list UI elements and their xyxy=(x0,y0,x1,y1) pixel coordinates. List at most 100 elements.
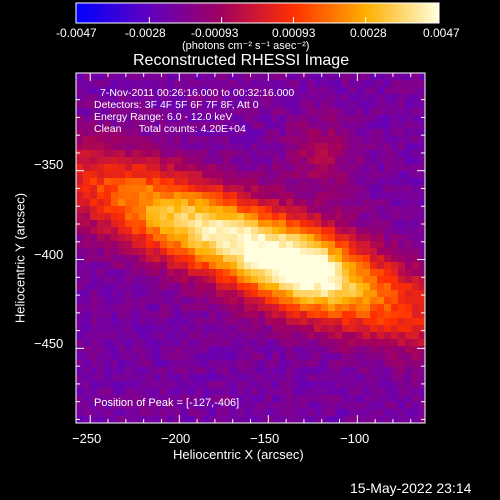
heatmap-cell xyxy=(370,115,378,123)
heatmap-cell xyxy=(111,367,119,375)
heatmap-cell xyxy=(188,150,196,158)
heatmap-cell xyxy=(335,164,343,172)
heatmap-cell xyxy=(132,157,140,165)
heatmap-cell xyxy=(216,353,224,361)
heatmap-cell xyxy=(328,241,336,249)
heatmap-cell xyxy=(90,94,98,102)
heatmap-cell xyxy=(286,346,294,354)
heatmap-cell xyxy=(90,227,98,235)
heatmap-cell xyxy=(272,143,280,151)
heatmap-cell xyxy=(90,185,98,193)
heatmap-cell xyxy=(384,248,392,256)
heatmap-cell xyxy=(363,213,371,221)
heatmap-cell xyxy=(111,87,119,95)
heatmap-cell xyxy=(279,388,287,396)
heatmap-cell xyxy=(272,402,280,410)
heatmap-cell xyxy=(118,248,126,256)
heatmap-cell xyxy=(244,157,252,165)
heatmap-cell xyxy=(363,409,371,417)
heatmap-cell xyxy=(384,178,392,186)
heatmap-cell xyxy=(202,213,210,221)
heatmap-cell xyxy=(76,115,84,123)
heatmap-cell xyxy=(265,87,273,95)
heatmap-cell xyxy=(153,136,161,144)
heatmap-cell xyxy=(118,94,126,102)
heatmap-cell xyxy=(76,94,84,102)
heatmap-cell xyxy=(419,206,425,214)
heatmap-cell xyxy=(237,157,245,165)
heatmap-cell xyxy=(188,283,196,291)
heatmap-cell xyxy=(419,227,425,235)
heatmap-cell xyxy=(90,178,98,186)
heatmap-cell xyxy=(419,241,425,249)
heatmap-cell xyxy=(335,213,343,221)
heatmap-cell xyxy=(419,213,425,221)
heatmap-cell xyxy=(167,416,175,423)
heatmap-cell xyxy=(125,255,133,263)
heatmap-cell xyxy=(181,171,189,179)
heatmap-cell xyxy=(181,199,189,207)
heatmap-cell xyxy=(349,353,357,361)
heatmap-cell xyxy=(328,115,336,123)
heatmap-cell xyxy=(90,388,98,396)
heatmap-cell xyxy=(83,234,91,242)
heatmap-cell xyxy=(104,360,112,368)
heatmap-cell xyxy=(139,241,147,249)
heatmap-cell xyxy=(405,311,413,319)
heatmap-cell xyxy=(377,192,385,200)
heatmap-cell xyxy=(195,206,203,214)
heatmap-cell xyxy=(398,318,406,326)
heatmap-cell xyxy=(405,192,413,200)
heatmap-cell xyxy=(335,381,343,389)
heatmap-cell xyxy=(405,381,413,389)
heatmap-cell xyxy=(314,353,322,361)
heatmap-cell xyxy=(293,108,301,116)
heatmap-cell xyxy=(363,304,371,312)
heatmap-cell xyxy=(363,87,371,95)
heatmap-cell xyxy=(97,199,105,207)
heatmap-cell xyxy=(391,80,399,88)
heatmap-cell xyxy=(335,388,343,396)
heatmap-cell xyxy=(293,157,301,165)
heatmap-cell xyxy=(342,262,350,270)
heatmap-cell xyxy=(314,213,322,221)
heatmap-cell xyxy=(419,325,425,333)
heatmap-cell xyxy=(377,311,385,319)
heatmap-cell xyxy=(391,143,399,151)
heatmap-cell xyxy=(419,87,425,95)
heatmap-cell xyxy=(412,101,420,109)
heatmap-cell xyxy=(181,325,189,333)
heatmap-cell xyxy=(153,227,161,235)
heatmap-cell xyxy=(132,115,140,123)
heatmap-cell xyxy=(174,416,182,423)
heatmap-cell xyxy=(125,206,133,214)
heatmap-cell xyxy=(391,150,399,158)
heatmap-cell xyxy=(286,339,294,347)
heatmap-cell xyxy=(370,248,378,256)
heatmap-cell xyxy=(97,136,105,144)
heatmap-cell xyxy=(307,185,315,193)
heatmap-cell xyxy=(160,143,168,151)
heatmap-cell xyxy=(314,360,322,368)
heatmap-cell xyxy=(104,262,112,270)
heatmap-cell xyxy=(237,388,245,396)
heatmap-cell xyxy=(349,108,357,116)
heatmap-cell xyxy=(279,157,287,165)
heatmap-cell xyxy=(384,136,392,144)
heatmap-cell xyxy=(356,143,364,151)
heatmap-cell xyxy=(279,234,287,242)
heatmap-cell xyxy=(104,157,112,165)
heatmap-cell xyxy=(398,346,406,354)
heatmap-cell xyxy=(181,402,189,410)
heatmap-cell xyxy=(370,129,378,137)
heatmap-cell xyxy=(412,143,420,151)
heatmap-cell xyxy=(90,269,98,277)
heatmap-cell xyxy=(384,311,392,319)
heatmap-cell xyxy=(356,283,364,291)
heatmap-cell xyxy=(370,143,378,151)
heatmap-cell xyxy=(118,346,126,354)
heatmap-cell xyxy=(321,304,329,312)
heatmap-cell xyxy=(139,353,147,361)
heatmap-cell xyxy=(202,171,210,179)
heatmap-cell xyxy=(153,234,161,242)
